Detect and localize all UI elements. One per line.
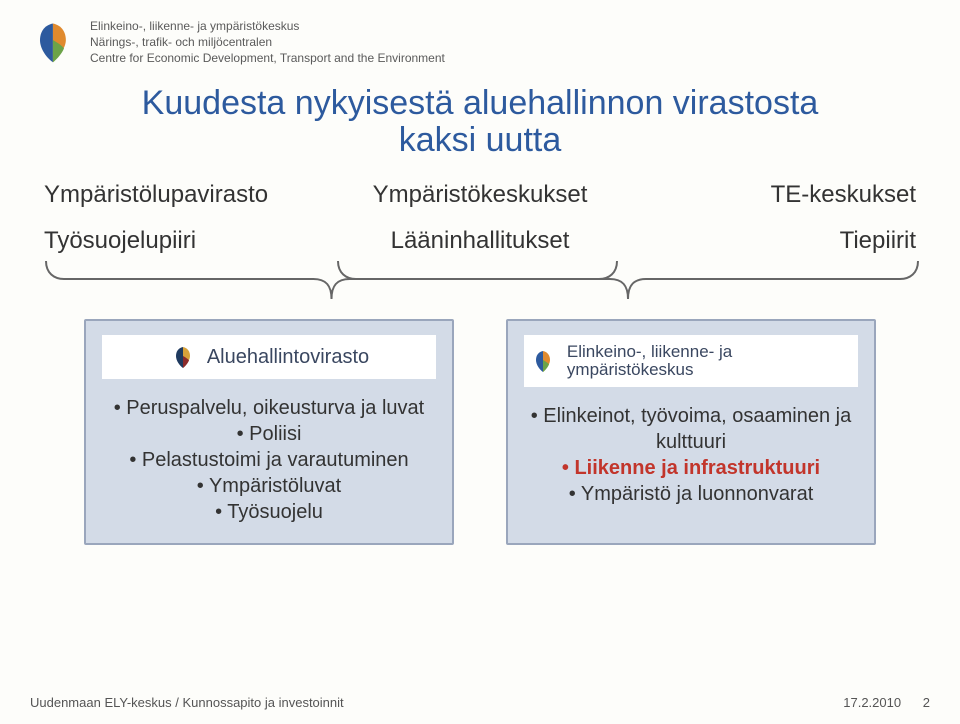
cell-laaninhallitukset: Lääninhallitukset <box>335 227 626 255</box>
box-item: Elinkeinot, työvoima, osaaminen ja kultt… <box>524 403 858 455</box>
footer-left: Uudenmaan ELY-keskus / Kunnossapito ja i… <box>30 695 344 710</box>
box-item: Pelastustoimi ja varautuminen <box>102 447 436 473</box>
ely-logo-icon <box>530 347 557 375</box>
box-item: Ympäristöluvat <box>102 473 436 499</box>
cell-tiepiirit: Tiepiirit <box>625 227 916 255</box>
box-ely-keskus: Elinkeino-, liikenne- ja ympäristökeskus… <box>506 319 876 545</box>
org-name-sv: Närings-, trafik- och miljöcentralen <box>90 34 445 50</box>
slide-title: Kuudesta nykyisestä aluehallinnon virast… <box>40 85 920 160</box>
agencies-row-2: Työsuojelupiiri Lääninhallitukset Tiepii… <box>0 227 960 255</box>
box-right-header: Elinkeino-, liikenne- ja ympäristökeskus <box>524 335 858 387</box>
box-item: Poliisi <box>102 421 436 447</box>
bracket-right <box>336 259 920 305</box>
agencies-row-1: Ympäristölupavirasto Ympäristökeskukset … <box>0 181 960 209</box>
title-line1: Kuudesta nykyisestä aluehallinnon virast… <box>142 84 819 122</box>
org-name-fi: Elinkeino-, liikenne- ja ympäristökeskus <box>90 18 445 34</box>
cell-ymparistokeskukset: Ympäristökeskukset <box>335 181 626 209</box>
cell-ymparistolupavirasto: Ympäristölupavirasto <box>44 181 335 209</box>
box-item: Työsuojelu <box>102 499 436 525</box>
slide-header: Elinkeino-, liikenne- ja ympäristökeskus… <box>0 0 960 75</box>
result-boxes: Aluehallintovirasto Peruspalvelu, oikeus… <box>0 319 960 545</box>
box-right-title: Elinkeino-, liikenne- ja ympäristökeskus <box>567 343 852 379</box>
footer-date: 17.2.2010 <box>843 695 901 710</box>
brackets-container <box>0 259 960 319</box>
avi-logo-icon <box>169 343 197 371</box>
box-left-items: Peruspalvelu, oikeusturva ja luvatPoliis… <box>102 395 436 525</box>
box-item: Ympäristö ja luonnonvarat <box>524 481 858 507</box>
cell-te-keskukset: TE-keskukset <box>625 181 916 209</box>
box-left-title: Aluehallintovirasto <box>207 347 369 368</box>
title-line2: kaksi uutta <box>399 121 562 159</box>
box-aluehallintovirasto: Aluehallintovirasto Peruspalvelu, oikeus… <box>84 319 454 545</box>
box-right-items: Elinkeinot, työvoima, osaaminen ja kultt… <box>524 403 858 507</box>
cell-tyosuojelupiiri: Työsuojelupiiri <box>44 227 335 255</box>
box-item: Liikenne ja infrastruktuuri <box>524 455 858 481</box>
box-left-header: Aluehallintovirasto <box>102 335 436 379</box>
slide-footer: Uudenmaan ELY-keskus / Kunnossapito ja i… <box>0 695 960 710</box>
footer-page: 2 <box>923 695 930 710</box>
org-name-en: Centre for Economic Development, Transpo… <box>90 50 445 66</box>
org-logo-icon <box>28 18 76 66</box>
box-item: Peruspalvelu, oikeusturva ja luvat <box>102 395 436 421</box>
org-names: Elinkeino-, liikenne- ja ympäristökeskus… <box>90 18 445 67</box>
